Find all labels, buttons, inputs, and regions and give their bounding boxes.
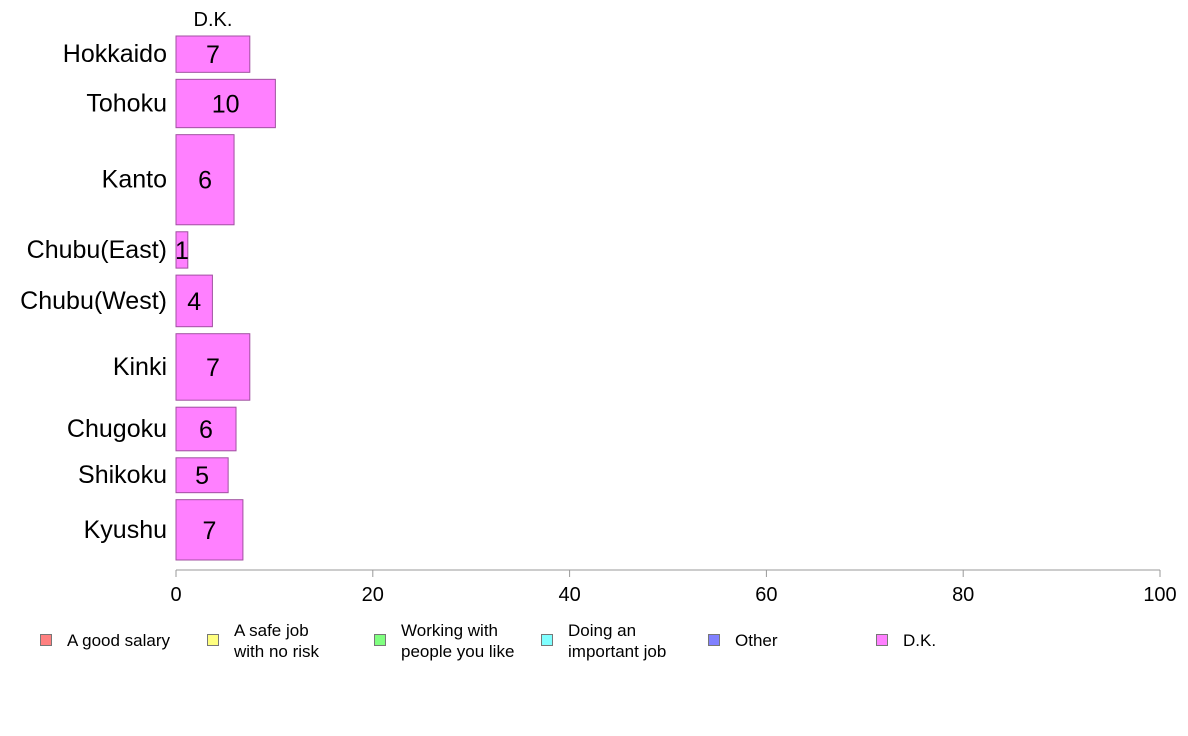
category-label: Kinki [113, 353, 167, 381]
category-label: Kyushu [84, 516, 167, 544]
legend-swatch [374, 634, 386, 646]
data-label: 6 [199, 416, 213, 444]
bar-segment [175, 274, 213, 328]
x-axis: 0 20 40 60 80 100 [170, 569, 1177, 606]
legend-label: Other [735, 631, 778, 650]
legend-label: Doing an important job [568, 621, 667, 661]
bar-segment [175, 134, 235, 226]
legend-swatch [876, 634, 888, 646]
data-label: 10 [212, 90, 240, 118]
bar-segment [175, 499, 244, 561]
legend-item: Other [708, 620, 778, 651]
series-header: D.K. [194, 9, 233, 31]
category-label: Shikoku [78, 461, 167, 489]
category-label: Chubu(East) [27, 236, 167, 264]
data-label: 7 [203, 517, 217, 545]
legend-item: A safe job with no risk [207, 620, 319, 662]
legend-swatch [207, 634, 219, 646]
legend-label: A good salary [67, 631, 171, 650]
legend-swatch [40, 634, 52, 646]
data-label: 5 [195, 462, 209, 490]
bar-segment [175, 333, 251, 401]
legend-swatch [708, 634, 720, 646]
category-label: Chubu(West) [20, 287, 167, 315]
category-label: Chugoku [67, 415, 167, 443]
x-tick-label: 60 [755, 584, 777, 606]
legend-item: D.K. [876, 620, 936, 651]
bar-segment [175, 231, 189, 269]
data-label: 7 [206, 41, 220, 69]
bar-segment [175, 78, 276, 129]
legend-label: D.K. [903, 631, 937, 650]
data-label: 1 [175, 237, 189, 265]
x-tick-label: 40 [558, 584, 580, 606]
data-label: 6 [198, 167, 212, 195]
bar-segment [175, 35, 251, 73]
category-label: Kanto [102, 166, 167, 194]
legend-label: A safe job with no risk [234, 621, 320, 661]
bar-segment [175, 457, 229, 494]
legend-item: Working with people you like [374, 620, 514, 662]
legend-item: A good salary [40, 620, 170, 651]
x-tick-label: 20 [362, 584, 384, 606]
x-tick-label: 0 [170, 584, 181, 606]
x-tick-label: 80 [952, 584, 974, 606]
data-label: 4 [187, 288, 201, 316]
category-label: Tohoku [86, 89, 167, 117]
legend: A good salary A safe job with no risk Work… [0, 620, 1188, 680]
legend-label: Working with people you like [401, 621, 515, 661]
legend-item: Doing an important job [541, 620, 666, 662]
legend-swatch [541, 634, 553, 646]
category-label: Hokkaido [63, 40, 167, 68]
x-tick-label: 100 [1143, 584, 1176, 606]
data-label: 7 [206, 354, 220, 382]
bar-segment [175, 406, 237, 452]
